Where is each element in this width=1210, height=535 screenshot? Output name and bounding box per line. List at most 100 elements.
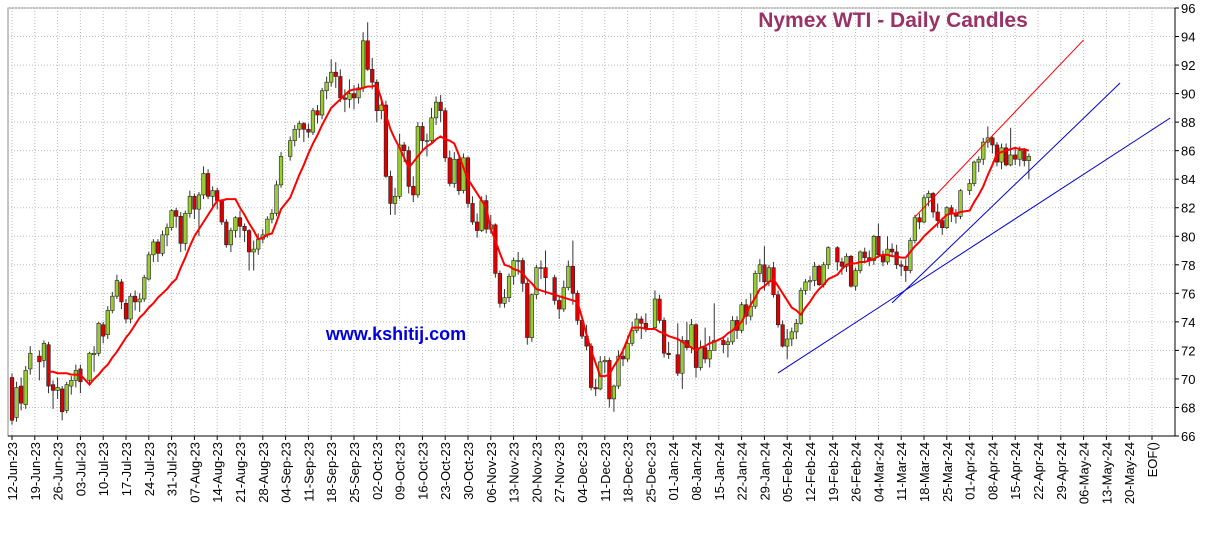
x-tick-label: 04-Mar-24 — [871, 442, 886, 502]
trend-line — [914, 39, 1084, 218]
candle-body — [429, 117, 434, 141]
candle-body — [894, 251, 899, 266]
candle-body — [693, 324, 699, 368]
candle-body — [151, 241, 156, 256]
candle-body — [110, 295, 115, 311]
y-tick-label: 88 — [1181, 115, 1195, 130]
candle-body — [721, 340, 726, 345]
candle-body — [443, 110, 448, 159]
candle-body — [146, 254, 151, 280]
x-tick-label: 31-Jul-23 — [165, 442, 180, 496]
candle-body — [9, 377, 15, 421]
candle-body — [101, 324, 106, 337]
candle-body — [297, 123, 302, 130]
candle-body — [201, 173, 206, 196]
candle-body — [301, 123, 306, 130]
x-tick-label: 12-Jun-23 — [5, 442, 20, 501]
candle-body — [917, 217, 922, 223]
candle-body — [1003, 147, 1009, 166]
candle-body — [634, 318, 639, 331]
trend-line — [777, 117, 1171, 374]
candle-body — [23, 370, 28, 405]
candle-body — [944, 207, 949, 229]
candle-body — [114, 280, 119, 297]
candle-body — [224, 221, 229, 246]
candle-body — [543, 267, 548, 278]
candle-body — [91, 352, 97, 355]
candle-body — [41, 342, 47, 361]
candle-body — [397, 144, 402, 197]
candle-body — [908, 240, 913, 271]
y-tick-label: 76 — [1181, 286, 1195, 301]
x-tick-label: 06-Nov-23 — [484, 442, 499, 503]
candle-body — [123, 303, 129, 320]
candle-body — [780, 324, 785, 347]
x-tick-label: 11-Mar-24 — [894, 442, 909, 501]
candle-body — [798, 290, 803, 324]
x-tick-label: 03-Jul-23 — [73, 442, 88, 496]
candle-body — [762, 264, 767, 283]
candle-body — [69, 380, 74, 387]
candle-body — [835, 247, 840, 263]
candle-body — [976, 158, 981, 163]
candle-body — [269, 213, 275, 220]
candle-body — [789, 331, 794, 340]
candle-body — [853, 270, 858, 287]
candle-body — [164, 227, 170, 236]
x-tick-label: 08-Apr-24 — [985, 442, 1000, 500]
x-tick-label: 30-Oct-23 — [461, 442, 476, 500]
x-tick-label: 18-Sep-23 — [324, 442, 339, 503]
y-tick-label: 82 — [1181, 201, 1195, 216]
candle-body — [228, 230, 233, 246]
candle-body — [361, 40, 366, 89]
candle-body — [552, 277, 557, 301]
y-tick-label: 84 — [1181, 172, 1195, 187]
candle-body — [926, 193, 931, 199]
candle-body — [529, 294, 534, 338]
x-tick-label: 09-Oct-23 — [393, 442, 408, 500]
candle-body — [899, 264, 904, 267]
candle-body — [1026, 156, 1031, 161]
candle-body — [456, 158, 461, 191]
x-tick-label: 02-Oct-23 — [370, 442, 385, 500]
candle-body — [274, 184, 279, 214]
candle-body — [96, 322, 101, 354]
candle-body — [178, 215, 183, 244]
candle-body — [160, 234, 165, 254]
candle-body — [698, 347, 703, 368]
y-tick-label: 92 — [1181, 58, 1195, 73]
x-tick-label: 13-May-24 — [1099, 442, 1114, 504]
x-tick-label: 04-Dec-23 — [575, 442, 590, 503]
candle-body — [324, 81, 329, 92]
candle-body — [785, 338, 790, 347]
candle-body — [657, 298, 662, 321]
candle-body — [306, 128, 311, 133]
candle-body — [625, 342, 630, 360]
candle-body — [424, 140, 430, 142]
candle-body — [912, 217, 917, 241]
x-tick-label: 26-Jun-23 — [51, 442, 66, 501]
candle-body — [447, 157, 452, 184]
candle-body — [848, 255, 854, 287]
x-tick-label: 14-Aug-23 — [210, 442, 225, 503]
x-tick-label: 19-Feb-24 — [826, 442, 841, 502]
candle-body — [438, 101, 443, 112]
candle-body — [19, 385, 24, 404]
candle-body — [525, 283, 530, 338]
candle-body — [356, 87, 361, 99]
candle-body — [967, 183, 972, 191]
candle-body — [990, 137, 995, 146]
candle-body — [192, 196, 197, 210]
y-tick-label: 94 — [1181, 30, 1195, 45]
candle-body — [566, 265, 571, 288]
candle-body — [981, 141, 986, 160]
candle-body — [639, 318, 644, 324]
candle-body — [137, 298, 142, 303]
candle-body — [278, 156, 284, 186]
candle-body — [1017, 150, 1022, 160]
candle-body — [972, 161, 977, 184]
candle-body — [666, 352, 671, 355]
candle-body — [411, 186, 416, 196]
x-tick-label: 05-Feb-24 — [780, 442, 795, 502]
candle-body — [310, 110, 316, 133]
